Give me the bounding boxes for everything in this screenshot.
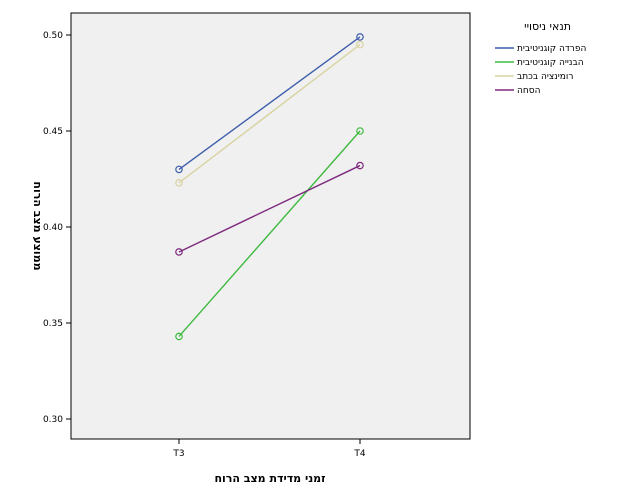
x-tick-label: T3 (172, 449, 184, 459)
data-point (356, 127, 364, 135)
y-tick-label: 0.50 (43, 31, 63, 41)
legend-item: הפרדה קוגניטיבית (495, 44, 586, 54)
data-point (175, 248, 183, 256)
y-axis-title: ממוצע מצב הרוח (31, 181, 44, 270)
x-axis-title: זמני מדידת מצב הרוח (214, 472, 325, 485)
series-line (178, 36, 361, 170)
data-point (356, 40, 364, 49)
data-point (175, 332, 183, 341)
y-tick-label: 0.45 (43, 127, 63, 137)
legend-title: תנאי ניסויי (524, 20, 571, 33)
series-3 (175, 40, 364, 187)
legend-item: הסחה (495, 86, 541, 96)
y-tick-label: 0.30 (43, 415, 63, 425)
legend-label: רומינציה בכתב (517, 72, 573, 82)
legend-label: הבנייה קוגניטיבית (517, 58, 584, 68)
data-point (356, 33, 364, 41)
series-line (178, 44, 361, 184)
data-point (175, 165, 183, 174)
series-layer (175, 33, 364, 341)
series-line (178, 130, 361, 337)
legend-label: הפרדה קוגניטיבית (517, 44, 586, 54)
legend-item: הבנייה קוגניטיבית (495, 58, 584, 68)
x-tick-label: T4 (353, 449, 365, 459)
data-point (356, 161, 364, 170)
plot-area (70, 12, 471, 440)
series-line (178, 164, 361, 253)
data-point (175, 179, 183, 187)
legend: תנאי ניסויי הפרדה קוגניטיבית הבנייה קוגני… (495, 20, 586, 96)
series-2 (175, 127, 364, 341)
series-4 (175, 161, 364, 256)
legend-item: רומינציה בכתב (495, 72, 573, 82)
y-tick-label: 0.35 (43, 319, 63, 329)
legend-label: הסחה (517, 86, 541, 96)
x-axis: T3 T4 (172, 439, 366, 459)
series-1 (175, 33, 364, 174)
y-tick-label: 0.40 (43, 223, 63, 233)
y-axis: 0.30 0.35 0.40 0.45 0.50 (43, 31, 71, 425)
